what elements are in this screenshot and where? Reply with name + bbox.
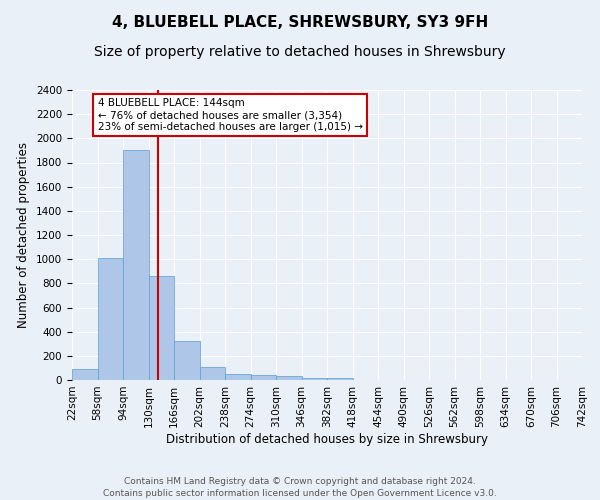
Bar (72, 369, 97, 380)
Bar (199, 366, 225, 380)
Bar (276, 376, 302, 380)
Bar (327, 378, 353, 380)
Text: Size of property relative to detached houses in Shrewsbury: Size of property relative to detached ho… (94, 45, 506, 59)
Text: Contains HM Land Registry data © Crown copyright and database right 2024.
Contai: Contains HM Land Registry data © Crown c… (103, 476, 497, 498)
Bar (123, 150, 149, 380)
Bar (97, 258, 123, 380)
Bar (251, 374, 276, 380)
Bar (302, 378, 327, 380)
Text: 4, BLUEBELL PLACE, SHREWSBURY, SY3 9FH: 4, BLUEBELL PLACE, SHREWSBURY, SY3 9FH (112, 15, 488, 30)
X-axis label: Distribution of detached houses by size in Shrewsbury: Distribution of detached houses by size … (166, 432, 488, 446)
Text: 4 BLUEBELL PLACE: 144sqm
← 76% of detached houses are smaller (3,354)
23% of sem: 4 BLUEBELL PLACE: 144sqm ← 76% of detach… (97, 98, 362, 132)
Bar (149, 276, 174, 380)
Bar (174, 342, 199, 380)
Y-axis label: Number of detached properties: Number of detached properties (17, 142, 31, 328)
Bar (225, 374, 251, 380)
